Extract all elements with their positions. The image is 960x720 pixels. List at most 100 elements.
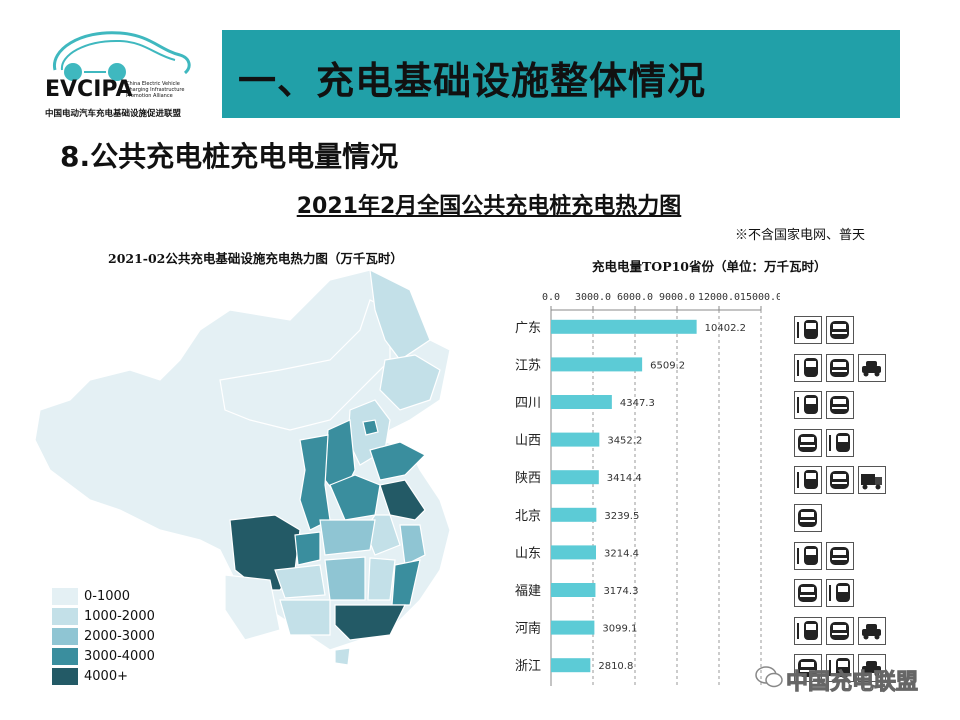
legend-item: 3000-4000 — [52, 648, 155, 665]
category-label: 四川 — [515, 396, 541, 411]
map-region-hubei — [319, 519, 376, 556]
chart-title: 充电电量TOP10省份（单位：万千瓦时） — [592, 259, 827, 274]
value-label: 3239.5 — [604, 511, 639, 522]
category-label: 河南 — [515, 621, 541, 637]
category-label: 山东 — [515, 546, 541, 561]
legend-item: 1000-2000 — [52, 608, 155, 625]
legend-label: 3000-4000 — [84, 649, 155, 664]
bar — [551, 319, 697, 334]
car-icon — [794, 428, 822, 457]
car-icon — [826, 616, 854, 645]
legend-swatch — [52, 588, 78, 605]
value-label: 2810.8 — [598, 661, 633, 672]
bar — [551, 432, 600, 447]
map-region-jilin-liaoning — [379, 354, 441, 411]
bus-icon — [826, 428, 854, 457]
legend-label: 1000-2000 — [84, 609, 155, 624]
bar — [551, 545, 597, 560]
category-label: 浙江 — [515, 659, 541, 674]
car-icon — [794, 579, 822, 608]
legend-label: 2000-3000 — [84, 629, 155, 644]
bus-icon — [826, 579, 854, 608]
map-region-shaanxi — [299, 434, 331, 531]
header-banner — [222, 30, 900, 118]
value-label: 3099.1 — [602, 624, 637, 635]
wechat-icon — [754, 664, 784, 690]
map-region-chongqing — [294, 531, 321, 566]
car-icon — [826, 466, 854, 495]
bar — [551, 583, 596, 597]
bar — [551, 357, 643, 372]
map-region-beijing — [362, 419, 379, 436]
category-label: 山西 — [515, 434, 541, 449]
bus-icon — [794, 541, 822, 570]
bus-icon — [794, 391, 822, 420]
value-label: 4347.3 — [620, 398, 655, 409]
car-icon — [794, 504, 822, 532]
bus-icon — [794, 316, 822, 344]
taxi-icon — [858, 654, 886, 683]
car-icon — [826, 353, 854, 382]
x-tick-label: 9000.0 — [659, 292, 695, 303]
logo-english: China Electric Vehicle Charging Infrastr… — [126, 81, 184, 99]
truck-icon — [858, 466, 886, 495]
map-region-shandong — [369, 441, 427, 481]
bus-icon — [794, 353, 822, 382]
map-region-fujian — [391, 559, 421, 606]
category-label: 福建 — [515, 584, 541, 599]
map-region-jiangsu — [379, 479, 426, 521]
logo-english-line: China Electric Vehicle — [126, 81, 180, 87]
category-label: 江苏 — [515, 357, 541, 373]
legend-item: 4000+ — [52, 668, 128, 685]
x-tick-label: 15000.0 — [740, 292, 780, 303]
map-region-guizhou — [274, 564, 326, 599]
logo-chinese: 中国电动汽车充电基础设施促进联盟 — [45, 109, 182, 119]
value-label: 6509.2 — [650, 360, 685, 371]
bus-icon — [826, 654, 854, 683]
category-label: 广东 — [515, 321, 541, 336]
main-title-text: 2021年2月全国公共充电桩充电热力图 — [296, 194, 682, 219]
bar — [551, 395, 612, 409]
map-region-yunnan — [224, 574, 281, 641]
category-label: 北京 — [515, 509, 541, 524]
bar — [551, 658, 591, 673]
taxi-icon — [858, 616, 886, 645]
x-tick-label: 6000.0 — [617, 292, 653, 303]
x-tick-label: 3000.0 — [575, 292, 611, 303]
map-region-jiangxi — [367, 557, 396, 601]
bus-icon — [794, 616, 822, 645]
bar-chart: 0.0 3000.0 6000.0 9000.0 12000.0 15000.0 广东 104… — [515, 292, 780, 686]
legend-label: 4000+ — [84, 669, 128, 684]
taxi-icon — [858, 353, 886, 382]
map-region-guangxi — [279, 599, 331, 636]
legend-swatch — [52, 648, 78, 665]
bus-icon — [794, 466, 822, 495]
legend-swatch — [52, 608, 78, 625]
slide-subtitle: 2021年2月全国公共充电桩充电热力图 — [0, 188, 960, 220]
footnote: ※不含国家电网、普天 — [735, 228, 866, 243]
car-icon — [826, 541, 854, 570]
map-region-zhejiang — [399, 524, 426, 566]
china-heat-map — [34, 270, 451, 666]
legend-swatch — [52, 668, 78, 685]
bar — [551, 470, 599, 485]
map-region-guangdong — [334, 604, 406, 641]
category-label: 陕西 — [515, 471, 541, 486]
value-label: 3174.3 — [603, 586, 638, 597]
map-region-hunan — [324, 556, 366, 601]
map-title: 2021-02公共充电基础设施充电热力图（万千瓦时） — [108, 251, 403, 266]
car-icon — [826, 316, 854, 344]
evcipa-logo: EVCIPA China Electric Vehicle Charging I… — [40, 25, 210, 120]
value-label: 3214.4 — [604, 548, 639, 559]
section-title: 8.公共充电桩充电电量情况 — [60, 140, 399, 173]
legend-swatch — [52, 628, 78, 645]
watermark: 中国充电联盟 — [785, 670, 919, 696]
legend-label: 0-1000 — [84, 589, 131, 604]
value-label: 3414.4 — [607, 473, 642, 484]
map-region-henan — [329, 474, 381, 521]
legend-item: 2000-3000 — [52, 628, 155, 645]
logo-english-line: Charging Infrastructure — [126, 87, 185, 93]
bar — [551, 507, 597, 522]
bar — [551, 620, 595, 635]
car-icon — [794, 654, 822, 683]
